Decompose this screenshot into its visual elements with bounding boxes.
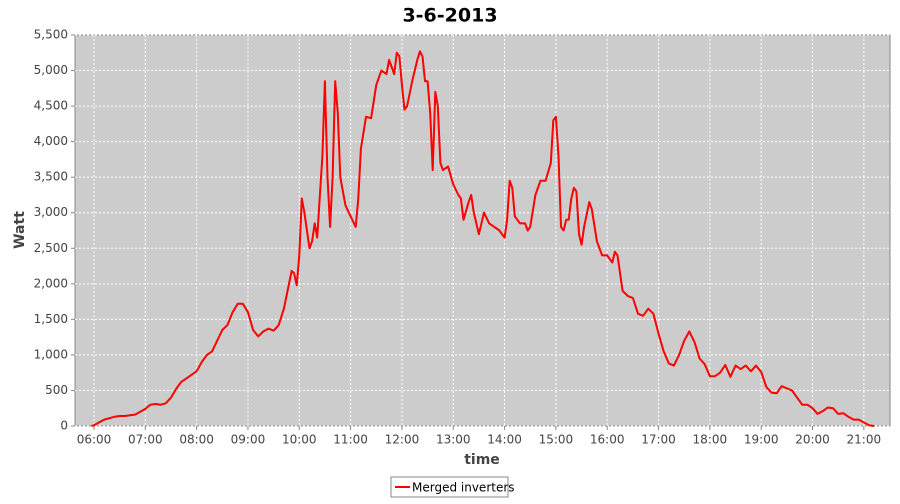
y-tick-label: 1,500 [34, 312, 68, 326]
x-axis-label: time [464, 452, 500, 468]
y-tick-label: 2,000 [34, 276, 68, 290]
x-tick-label: 13:00 [436, 433, 471, 447]
y-tick-label: 3,000 [34, 205, 68, 219]
x-tick-label: 07:00 [128, 433, 163, 447]
y-tick-label: 0 [60, 419, 68, 433]
y-tick-label: 5,000 [34, 63, 68, 77]
x-tick-label: 08:00 [179, 433, 214, 447]
x-tick-label: 10:00 [282, 433, 317, 447]
y-tick-label: 4,000 [34, 134, 68, 148]
chart-title: 3-6-2013 [402, 5, 497, 27]
x-tick-label: 19:00 [744, 433, 779, 447]
x-tick-label: 14:00 [487, 433, 522, 447]
x-tick-label: 11:00 [333, 433, 368, 447]
plot-area [74, 34, 891, 427]
x-tick-label: 20:00 [795, 433, 830, 447]
line-series [91, 50, 875, 427]
x-tick-label: 18:00 [693, 433, 728, 447]
legend-label: Merged inverters [412, 481, 515, 495]
y-axis-label: Watt [12, 211, 28, 249]
y-tick-label: 3,500 [34, 170, 68, 184]
x-tick-label: 06:00 [77, 433, 112, 447]
y-tick-label: 5,500 [34, 28, 68, 42]
y-tick-label: 4,500 [34, 99, 68, 113]
x-tick-label: 12:00 [385, 433, 420, 447]
y-tick-label: 1,000 [34, 347, 68, 361]
y-tick-label: 2,500 [34, 241, 68, 255]
x-tick-label: 21:00 [847, 433, 882, 447]
x-tick-label: 15:00 [539, 433, 574, 447]
x-tick-label: 09:00 [231, 433, 266, 447]
x-tick-label: 17:00 [641, 433, 676, 447]
y-tick-label: 500 [45, 383, 68, 397]
legend-box [390, 476, 509, 498]
x-tick-label: 16:00 [590, 433, 625, 447]
